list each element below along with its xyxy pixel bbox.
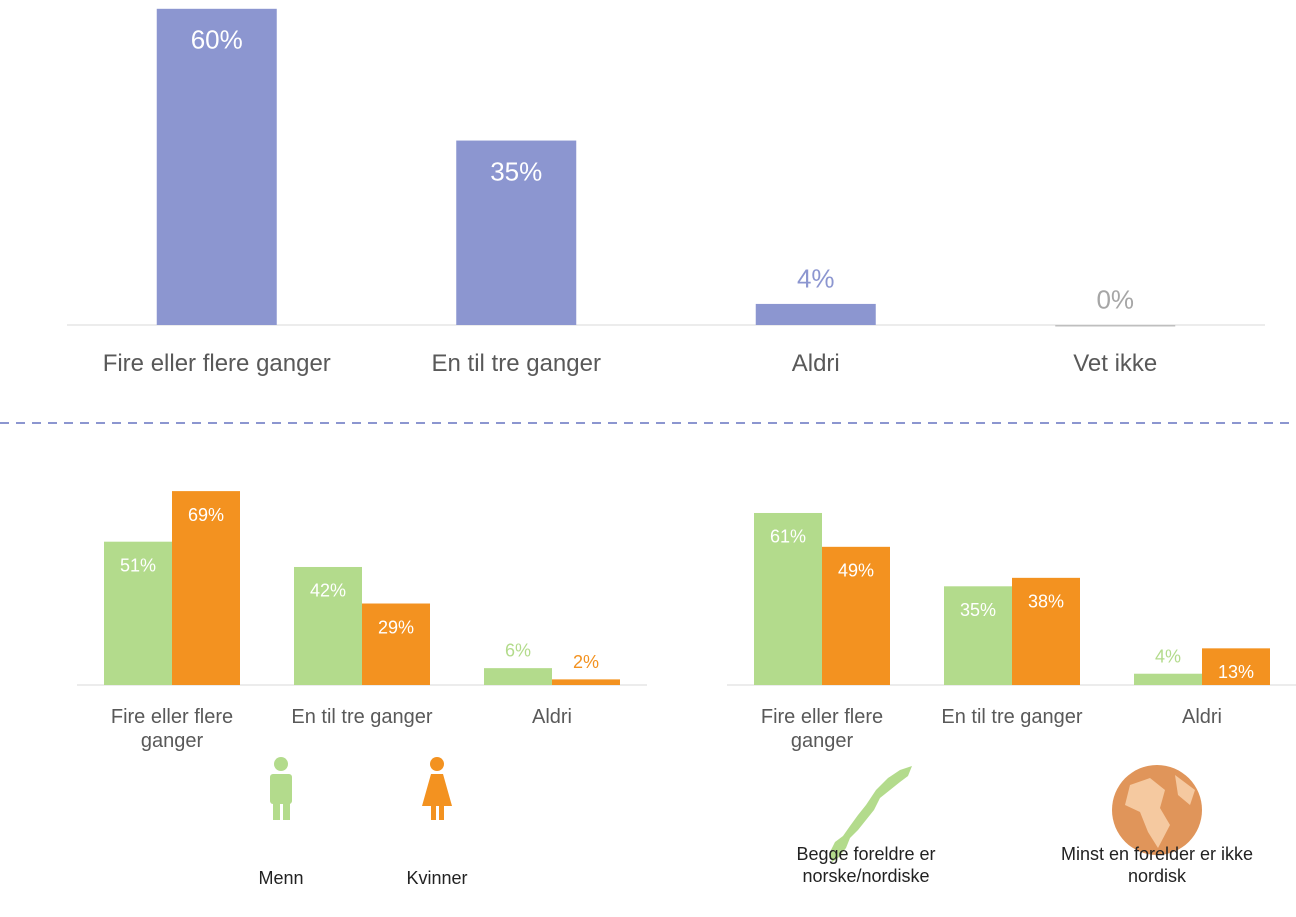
legend-label: Menn bbox=[258, 868, 304, 888]
x-tick-label: En til tre ganger bbox=[291, 706, 433, 728]
value-label: 38% bbox=[1028, 592, 1064, 612]
bar bbox=[484, 668, 552, 685]
value-label: 49% bbox=[838, 561, 874, 581]
x-tick-label: Aldri bbox=[531, 706, 572, 728]
x-tick-label: En til tre ganger bbox=[941, 706, 1083, 728]
legend-label: Kvinner bbox=[406, 868, 468, 888]
value-label: 61% bbox=[770, 527, 806, 547]
x-tick-label: Vet ikke bbox=[1073, 350, 1158, 377]
value-label: 35% bbox=[490, 156, 542, 186]
bar bbox=[294, 566, 362, 685]
bar bbox=[456, 140, 577, 325]
icon-norway bbox=[830, 766, 912, 862]
bar bbox=[944, 586, 1012, 685]
value-label: 29% bbox=[378, 617, 414, 637]
value-label: 51% bbox=[120, 555, 156, 575]
value-label: 6% bbox=[505, 641, 531, 661]
bar bbox=[362, 603, 430, 685]
bar bbox=[754, 512, 822, 685]
icon-man bbox=[270, 757, 292, 820]
bar bbox=[822, 546, 890, 685]
x-tick-label: Fire eller flere ganger bbox=[110, 706, 234, 752]
value-label: 4% bbox=[1155, 646, 1181, 666]
x-tick-label: Fire eller flere ganger bbox=[760, 706, 884, 752]
value-label: 4% bbox=[797, 263, 835, 293]
value-label: 0% bbox=[1096, 284, 1134, 314]
x-tick-label: Aldri bbox=[1181, 706, 1222, 728]
bar bbox=[1012, 577, 1080, 685]
value-label: 69% bbox=[188, 505, 224, 525]
legend-label: Begge foreldre er norske/nordiske bbox=[796, 844, 936, 886]
value-label: 13% bbox=[1218, 662, 1254, 682]
x-tick-label: Aldri bbox=[791, 350, 840, 377]
value-label: 35% bbox=[960, 600, 996, 620]
x-tick-label: En til tre ganger bbox=[431, 350, 601, 377]
bar bbox=[1055, 325, 1176, 327]
value-label: 42% bbox=[310, 581, 346, 601]
legend-label: Minst en forelder er ikke nordisk bbox=[1060, 844, 1254, 886]
bar bbox=[1202, 648, 1270, 685]
bar bbox=[156, 8, 277, 326]
x-tick-label: Fire eller flere ganger bbox=[102, 350, 331, 377]
value-label: 2% bbox=[573, 652, 599, 672]
icon-globe bbox=[1112, 765, 1202, 855]
bar bbox=[104, 541, 172, 685]
icon-woman bbox=[422, 757, 452, 820]
bar bbox=[755, 303, 876, 325]
bar bbox=[172, 491, 240, 685]
value-label: 60% bbox=[191, 25, 243, 55]
bar bbox=[1134, 673, 1202, 685]
bar bbox=[552, 679, 620, 685]
